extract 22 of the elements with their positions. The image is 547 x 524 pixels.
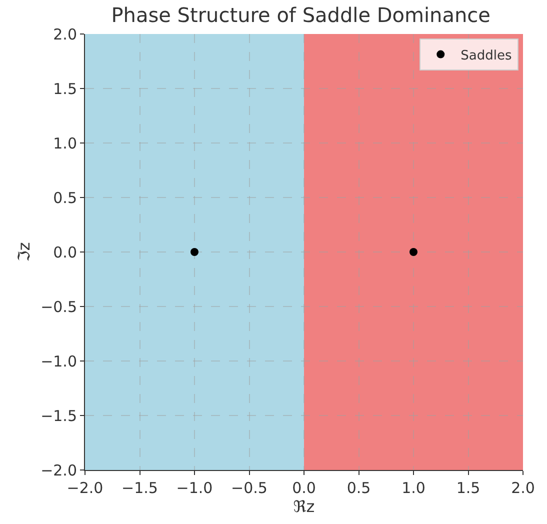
x-tick-label: −1.0 [176,479,213,497]
y-tick-label: 0.0 [53,243,77,262]
y-tick-label: 2.0 [53,25,77,44]
x-tick-label: 0.5 [346,479,371,497]
x-axis-title: ℜz [293,497,315,516]
y-tick-label: 0.5 [53,188,77,207]
x-tick-label: 1.0 [402,479,426,497]
chart-title: Phase Structure of Saddle Dominance [111,2,490,27]
y-tick-label: −2.0 [40,461,77,480]
y-tick-label: −1.0 [40,352,77,370]
x-tick-label: 0.0 [292,479,316,497]
x-tick-label: −0.5 [231,479,268,497]
x-tick-label: 2.0 [511,479,535,497]
y-tick-label: 1.0 [53,134,77,152]
y-tick-label: −0.5 [40,298,77,316]
y-axis-title: ℑz [14,242,34,262]
x-tick-label: −1.5 [122,479,158,497]
x-tick-label: 1.5 [456,479,480,497]
y-tick-label: −1.5 [40,406,77,425]
legend-label: Saddles [460,48,512,64]
x-tick-label: −2.0 [66,479,104,497]
y-tick-label: 1.5 [53,80,77,98]
